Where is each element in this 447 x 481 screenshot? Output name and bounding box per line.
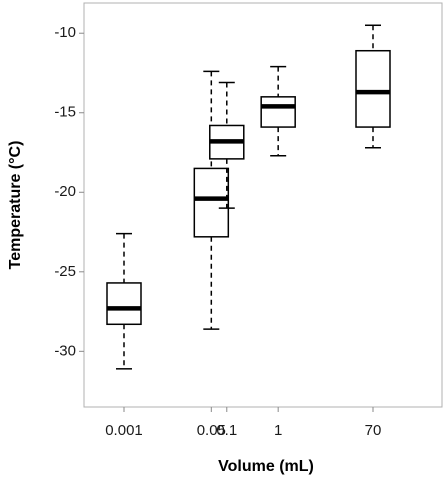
box-0.1 <box>209 81 245 209</box>
y-tick-label: -15 <box>54 104 76 121</box>
plot-frame <box>83 2 443 408</box>
y-tick-label: -30 <box>54 342 76 359</box>
y-tick-label: -20 <box>54 183 76 200</box>
box-0.001 <box>106 232 142 370</box>
x-tick-label: 0.001 <box>105 422 143 439</box>
iqr-box <box>193 167 230 238</box>
x-tick-label: 1 <box>274 422 282 439</box>
iqr-box <box>355 49 391 128</box>
box-1 <box>260 65 296 157</box>
x-tick-label: 0.1 <box>216 422 237 439</box>
x-axis-title: Volume (mL) <box>218 458 314 475</box>
y-axis-title: Temperature (°C) <box>7 141 24 270</box>
x-tick-label: 70 <box>365 422 382 439</box>
iqr-box <box>260 96 296 128</box>
box-0.05 <box>193 70 230 330</box>
y-tick-label: -25 <box>54 263 76 280</box>
y-tick-label: -10 <box>54 24 76 41</box>
x-tick-label: 0.05 <box>197 422 226 439</box>
iqr-box <box>106 282 142 326</box>
box-70 <box>355 24 391 149</box>
